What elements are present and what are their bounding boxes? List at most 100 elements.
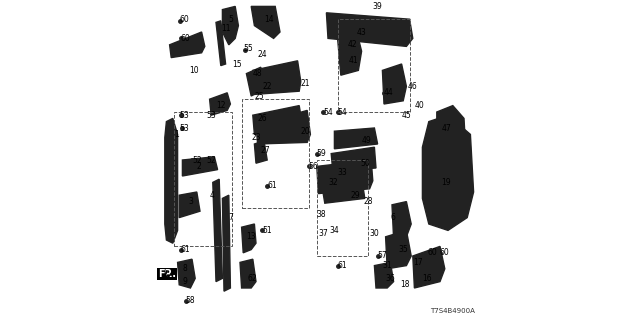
Text: 30: 30 — [370, 229, 380, 238]
Text: 14: 14 — [264, 15, 274, 24]
Text: 24: 24 — [258, 50, 268, 59]
Text: 33: 33 — [338, 168, 348, 177]
Polygon shape — [392, 202, 412, 238]
Text: 27: 27 — [261, 146, 271, 155]
Text: 19: 19 — [442, 178, 451, 187]
Polygon shape — [374, 262, 394, 288]
Text: 15: 15 — [232, 60, 242, 68]
Polygon shape — [251, 6, 280, 38]
Text: 12: 12 — [216, 101, 225, 110]
Text: 60: 60 — [181, 34, 191, 43]
Polygon shape — [178, 259, 195, 288]
Text: 36: 36 — [385, 274, 396, 283]
Text: 49: 49 — [362, 136, 371, 145]
Text: 37: 37 — [319, 229, 328, 238]
Bar — [174, 112, 232, 246]
Text: 35: 35 — [398, 245, 408, 254]
Polygon shape — [210, 93, 230, 115]
Text: 5: 5 — [229, 15, 234, 24]
Text: 22: 22 — [262, 82, 272, 91]
Text: FR.: FR. — [158, 268, 176, 279]
Polygon shape — [413, 246, 445, 288]
Text: 52: 52 — [192, 156, 202, 164]
Text: 16: 16 — [422, 274, 432, 283]
Text: 46: 46 — [408, 82, 418, 91]
Text: 8: 8 — [182, 264, 187, 273]
Text: 41: 41 — [349, 56, 358, 65]
Text: 53: 53 — [179, 124, 189, 132]
Text: 60: 60 — [428, 248, 437, 257]
Text: 29: 29 — [351, 191, 360, 200]
Polygon shape — [182, 157, 218, 176]
Polygon shape — [179, 192, 200, 218]
Text: 13: 13 — [246, 232, 256, 241]
Bar — [317, 160, 368, 256]
Text: 1: 1 — [174, 130, 179, 139]
Text: 61: 61 — [268, 181, 277, 190]
Text: 61: 61 — [181, 245, 191, 254]
Text: 6: 6 — [390, 213, 396, 222]
Text: 34: 34 — [330, 226, 339, 235]
Text: 40: 40 — [415, 101, 424, 110]
Text: 28: 28 — [364, 197, 372, 206]
Text: 55: 55 — [243, 44, 253, 52]
Text: 50: 50 — [360, 159, 370, 168]
Text: 18: 18 — [400, 280, 410, 289]
Polygon shape — [246, 67, 264, 96]
Text: 62: 62 — [248, 274, 258, 283]
Text: 21: 21 — [301, 79, 310, 88]
Polygon shape — [242, 224, 256, 253]
Text: 39: 39 — [372, 2, 383, 11]
Polygon shape — [165, 118, 178, 243]
Text: 9: 9 — [182, 277, 188, 286]
Polygon shape — [212, 179, 223, 282]
Text: 45: 45 — [402, 111, 412, 120]
Text: 25: 25 — [254, 92, 264, 100]
Text: T7S4B4900A: T7S4B4900A — [430, 308, 475, 314]
Text: 60: 60 — [440, 248, 450, 257]
Text: 48: 48 — [253, 69, 262, 78]
Polygon shape — [223, 6, 239, 45]
Polygon shape — [256, 110, 310, 144]
Polygon shape — [223, 195, 230, 291]
Text: 38: 38 — [317, 210, 326, 219]
Text: 26: 26 — [258, 114, 268, 123]
Text: 17: 17 — [413, 258, 422, 267]
Text: 3: 3 — [189, 197, 194, 206]
Text: 57: 57 — [378, 252, 387, 260]
Text: 4: 4 — [210, 191, 214, 200]
Polygon shape — [253, 61, 301, 94]
Text: 11: 11 — [221, 24, 230, 33]
Text: 43: 43 — [357, 28, 367, 36]
Polygon shape — [334, 128, 378, 149]
Text: 7: 7 — [229, 213, 234, 222]
Text: 61: 61 — [338, 261, 348, 270]
Text: 60: 60 — [179, 15, 189, 24]
Polygon shape — [385, 230, 412, 269]
Text: 31: 31 — [383, 261, 392, 270]
Polygon shape — [332, 147, 376, 171]
Text: 2: 2 — [197, 162, 202, 171]
Text: 23: 23 — [251, 133, 261, 142]
Text: 56: 56 — [309, 162, 319, 171]
Text: 59: 59 — [317, 149, 326, 158]
Text: 53: 53 — [179, 111, 189, 120]
Text: 20: 20 — [301, 127, 310, 136]
Polygon shape — [170, 32, 205, 58]
Text: 44: 44 — [384, 88, 394, 97]
Polygon shape — [338, 32, 362, 75]
Polygon shape — [437, 106, 467, 208]
Text: 52: 52 — [206, 156, 216, 164]
Text: 58: 58 — [186, 296, 195, 305]
Text: 53: 53 — [206, 111, 216, 120]
Text: 54: 54 — [323, 108, 333, 116]
Bar — [338, 19, 410, 112]
Polygon shape — [317, 160, 372, 194]
Polygon shape — [326, 13, 413, 46]
Polygon shape — [254, 141, 268, 163]
Polygon shape — [322, 178, 365, 203]
Text: 47: 47 — [442, 124, 451, 132]
Polygon shape — [253, 106, 302, 134]
Text: 32: 32 — [328, 178, 338, 187]
Polygon shape — [383, 64, 406, 104]
